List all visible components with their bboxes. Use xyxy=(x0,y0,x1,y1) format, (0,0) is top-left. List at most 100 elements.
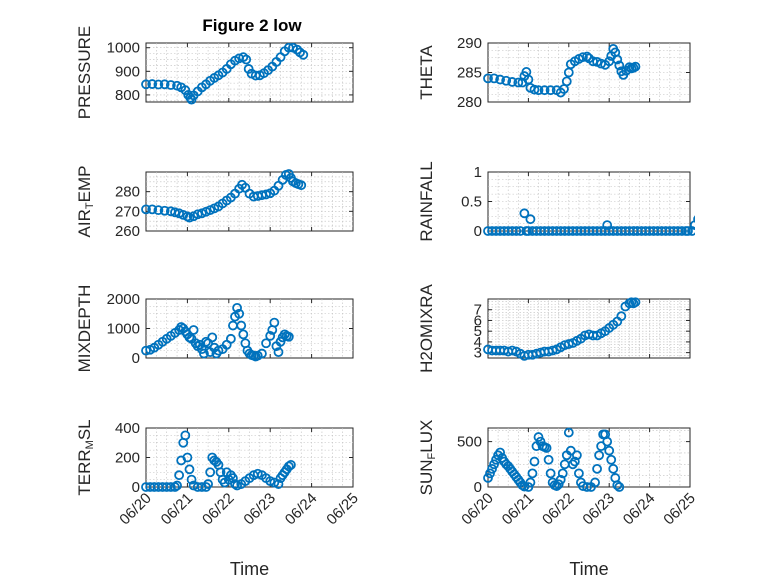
sun-flux-data-point xyxy=(529,456,540,467)
theta-y-axis-label: THETA xyxy=(417,45,436,100)
h2omixra-y-tick-label: 7 xyxy=(474,302,482,319)
air-temp-data-point xyxy=(141,204,151,215)
mixdepth-y-tick-label: 1000 xyxy=(107,321,140,338)
sun-flux-data-point xyxy=(596,441,607,452)
pressure-y-tick-label: 1000 xyxy=(107,40,140,57)
h2omixra-y-tick-label: 4 xyxy=(474,334,482,351)
sun-flux-y-tick-label: 0 xyxy=(474,479,482,496)
rainfall-y-axis-label: RAINFALL xyxy=(417,161,436,241)
terr-msl-y-tick-label: 400 xyxy=(115,420,140,437)
sun-flux-y-axis-label-part: SUN xyxy=(417,459,436,495)
terr-msl-y-axis-label: TERRMSL xyxy=(75,419,96,495)
sun-flux-data-point xyxy=(565,445,576,456)
air-temp-data-point xyxy=(192,209,203,220)
h2omixra-series xyxy=(483,297,641,361)
h2omixra-data-point xyxy=(507,345,518,356)
terr-msl-data-point xyxy=(205,467,216,478)
pressure-panel: 800 900 1000 PRESSURE xyxy=(75,26,354,120)
theta-y-tick-label: 285 xyxy=(457,65,482,82)
pressure-y-tick-label: 800 xyxy=(115,87,140,104)
pressure-y-axis-label: PRESSURE xyxy=(75,26,94,120)
air-temp-data-point xyxy=(261,189,271,200)
terr-msl-data-point xyxy=(230,479,240,489)
mixdepth-data-point xyxy=(207,332,218,343)
mixdepth-y-tick-label: 2000 xyxy=(107,291,140,308)
air-temp-y-axis-label: AIRTEMP xyxy=(75,166,96,238)
theta-data-point xyxy=(533,85,544,96)
theta-data-point xyxy=(513,77,524,88)
terr-msl-data-point xyxy=(285,459,296,470)
sun-flux-data-point xyxy=(495,447,506,458)
air-temp-y-tick-label: 260 xyxy=(115,223,140,240)
terr-msl-data-point xyxy=(180,430,191,441)
mixdepth-data-point xyxy=(273,347,284,358)
sun-flux-data-point xyxy=(541,443,552,453)
terr-msl-x-axis-label: Time xyxy=(230,559,269,579)
h2omixra-y-tick-label: 5 xyxy=(474,323,482,340)
terr-msl-data-point xyxy=(165,482,176,492)
rainfall-y-axis-label-part: RAINFALL xyxy=(417,161,436,241)
pressure-data-point xyxy=(159,79,170,90)
sun-flux-data-point xyxy=(604,445,615,456)
sun-flux-data-point xyxy=(612,480,623,491)
terr-msl-y-axis-label-part: SL xyxy=(75,419,94,440)
sun-flux-data-point xyxy=(582,482,592,492)
pressure-data-point xyxy=(292,44,303,55)
sun-flux-series xyxy=(483,427,625,492)
theta-y-tick-label: 280 xyxy=(457,94,482,111)
rainfall-y-tick-label: 1 xyxy=(474,164,482,181)
sun-flux-data-point xyxy=(574,468,584,479)
air-temp-y-axis-label-part: EMP xyxy=(75,166,94,203)
h2omixra-y-axis-label-part: H2OMIXRA xyxy=(417,283,436,372)
mixdepth-data-point xyxy=(236,320,247,331)
sun-flux-data-point xyxy=(571,450,582,461)
mixdepth-data-point xyxy=(199,348,209,359)
pressure-data-point xyxy=(298,49,309,60)
sun-flux-data-point xyxy=(533,432,544,442)
theta-data-point xyxy=(578,52,588,63)
terr-msl-data-point xyxy=(273,479,284,489)
pressure-y-axis-label-part: PRESSURE xyxy=(75,26,94,120)
rainfall-panel: 0 0.5 1 RAINFALL xyxy=(417,161,695,242)
sun-flux-y-axis-label-part: LUX xyxy=(417,420,436,453)
sun-flux-data-point xyxy=(569,456,580,467)
mixdepth-data-point xyxy=(232,302,242,313)
rainfall-data-point xyxy=(693,215,695,224)
air-temp-data-point xyxy=(170,207,180,218)
sun-flux-data-point xyxy=(555,474,566,485)
terr-msl-data-point xyxy=(184,464,195,475)
sun-flux-data-point xyxy=(523,482,534,492)
mixdepth-data-point xyxy=(184,332,195,343)
pressure-data-point xyxy=(147,79,158,89)
sun-flux-data-point xyxy=(487,463,497,474)
sun-flux-data-point xyxy=(527,468,538,479)
sun-flux-data-point xyxy=(608,463,619,474)
theta-data-point xyxy=(561,76,572,87)
figure-title: Figure 2 low xyxy=(202,16,302,35)
terr-msl-data-point xyxy=(186,474,197,485)
terr-msl-y-axis-label-part: M xyxy=(84,440,96,449)
mixdepth-y-tick-label: 0 xyxy=(132,350,140,367)
terr-msl-data-point xyxy=(228,473,238,484)
mixdepth-series xyxy=(141,302,294,362)
sun-flux-data-point xyxy=(614,482,625,492)
air-temp-y-tick-label: 280 xyxy=(115,184,140,201)
terr-msl-y-tick-label: 200 xyxy=(115,450,140,467)
rainfall-data-point xyxy=(519,208,530,219)
sun-flux-data-point xyxy=(563,427,574,438)
pressure-series xyxy=(141,42,309,105)
rainfall-data-point xyxy=(511,226,522,236)
mixdepth-data-point xyxy=(141,345,151,356)
terr-msl-data-point xyxy=(283,461,294,472)
theta-panel: 280 285 290 THETA xyxy=(417,35,691,111)
theta-series xyxy=(483,44,641,98)
theta-data-point xyxy=(612,54,623,65)
sun-flux-data-point xyxy=(489,459,499,470)
mixdepth-data-point xyxy=(201,336,211,347)
pressure-data-point xyxy=(241,54,252,65)
rainfall-data-point xyxy=(525,214,536,225)
h2omixra-y-tick-label: 3 xyxy=(474,345,482,362)
sun-flux-data-point xyxy=(545,468,556,479)
